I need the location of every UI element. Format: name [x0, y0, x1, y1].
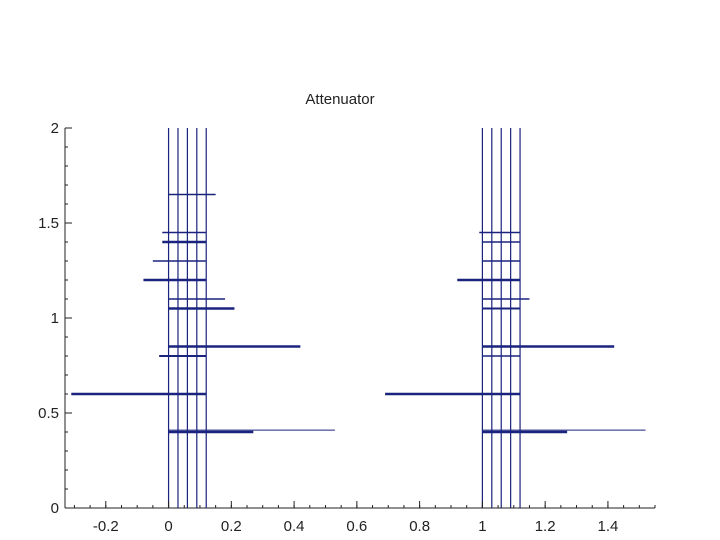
x-tick-label-0: -0.2 [93, 518, 119, 535]
plot-area [71, 128, 646, 508]
y-tick-label-0: 0 [51, 500, 59, 517]
y-tick-label-3: 1.5 [38, 215, 59, 232]
x-tick-label-7: 1.2 [535, 518, 556, 535]
x-tick-label-5: 0.8 [409, 518, 430, 535]
x-tick-label-2: 0.2 [221, 518, 242, 535]
x-tick-label-1: 0 [164, 518, 172, 535]
x-tick-label-8: 1.4 [597, 518, 618, 535]
y-tick-label-1: 0.5 [38, 405, 59, 422]
chart-title: Attenuator [305, 91, 374, 108]
y-tick-label-2: 1 [51, 310, 59, 327]
x-tick-label-3: 0.4 [284, 518, 305, 535]
axes: 0 0.5 1 1.5 2 -0.2 0 0.2 0.4 0.6 0.8 1 1.2 1.4 [38, 120, 656, 535]
x-tick-label-6: 1 [478, 518, 486, 535]
x-tick-label-4: 0.6 [346, 518, 367, 535]
y-tick-label-4: 2 [51, 120, 59, 137]
